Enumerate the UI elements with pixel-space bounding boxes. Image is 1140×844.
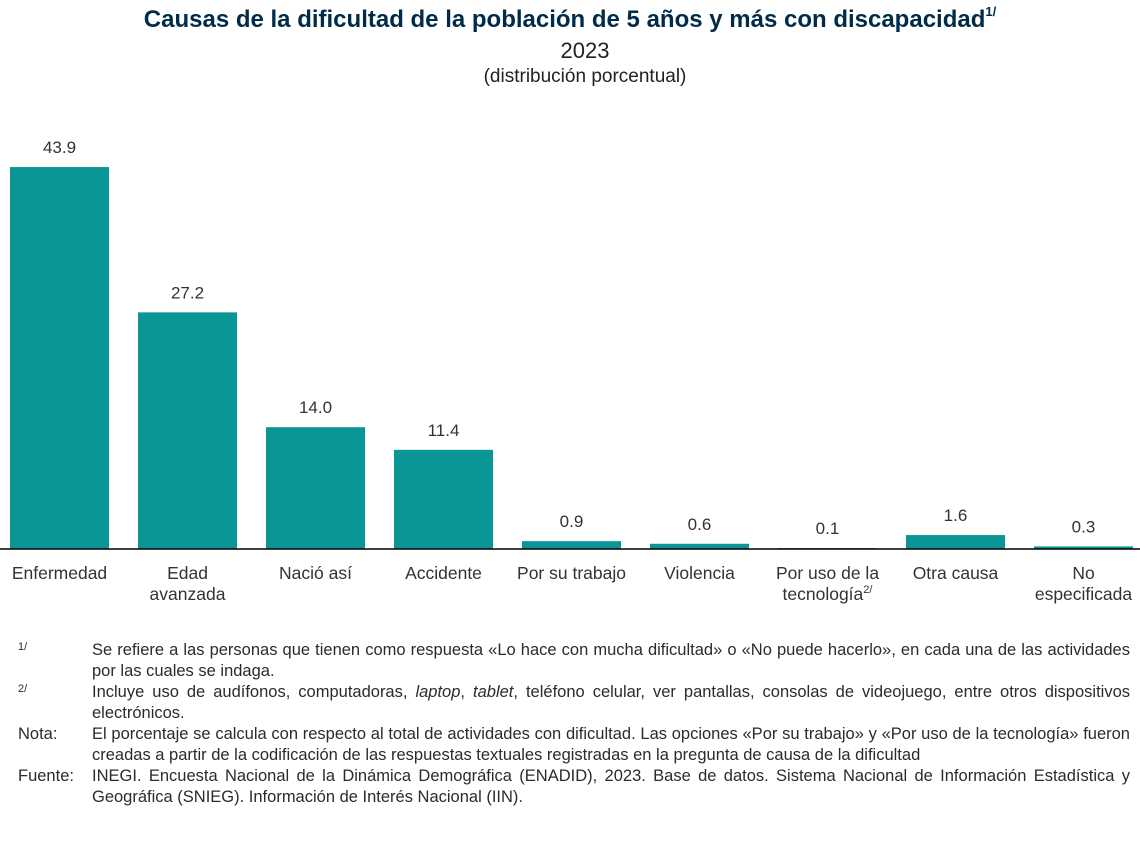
category-label-9: No especificada [1035,563,1133,604]
category-label-4: Accidente [405,563,482,583]
footnotes: 1/ Se refiere a las personas que tienen … [18,640,1130,808]
chart-subtitle: (distribución porcentual) [483,66,687,87]
category-label-3: Nació así [279,563,352,583]
footnote-2-text-a: Incluye uso de audífonos, computadoras, [92,683,416,701]
title-note-ref: 1/ [985,4,997,19]
note-mark: Nota: [18,725,58,743]
footnote-2-italic-a: laptop [415,683,461,701]
source-mark: Fuente: [18,767,74,785]
chart-title-text: Causas de la dificultad de la población … [143,6,986,33]
footnote-1-mark: 1/ [18,641,28,653]
bar-3 [266,427,365,549]
category-label-5: Por su trabajo [517,563,626,583]
value-label-8: 1.6 [944,506,968,525]
category-label-7: Por uso de la tecnología2/ [776,563,879,604]
chart-year: 2023 [560,38,610,63]
bar-6 [650,543,749,549]
value-label-4: 11.4 [428,421,460,440]
bar-4 [394,449,493,549]
bar-5 [522,541,621,549]
note-text: El porcentaje se calcula con respecto al… [92,725,1130,764]
footnote-2-text-b: , teléfono celular, ver pantallas, conso… [92,683,1130,722]
footnote-1-text: Se refiere a las personas que tienen com… [92,641,1130,680]
category-label-2: Edad avanzada [150,563,226,604]
note: Nota: El porcentaje se calcula con respe… [18,724,1130,766]
value-label-7: 0.1 [816,519,840,538]
value-label-2: 27.2 [171,283,204,302]
footnote-2-sep: , [460,683,474,701]
bar-chart: 43.9 Enfermedad 27.2 Edad avanzada 14.0 Nació … [0,138,1140,604]
value-label-9: 0.3 [1072,517,1096,536]
chart-title: Causas de la dificultad de la población … [0,4,1140,34]
source-text: INEGI. Encuesta Nacional de la Dinámica … [92,767,1130,806]
footnote-2: 2/ Incluye uso de audífonos, computadora… [18,682,1130,724]
category-label-8: Otra causa [913,563,999,583]
value-label-3: 14.0 [299,398,332,417]
footnote-1: 1/ Se refiere a las personas que tienen … [18,640,1130,682]
footnote-2-italic-b: tablet [473,683,514,701]
category-label-6: Violencia [664,563,735,583]
value-label-1: 43.9 [43,138,76,157]
bar-9 [1034,546,1133,549]
category-label-1: Enfermedad [12,563,107,583]
value-label-5: 0.9 [560,512,584,531]
footnote-2-mark: 2/ [18,683,28,695]
footnote-2-text: Incluye uso de audífonos, computadoras, … [92,682,1130,724]
source: Fuente: INEGI. Encuesta Nacional de la D… [18,766,1130,808]
value-label-6: 0.6 [688,515,712,534]
bar-2 [138,312,237,549]
bar-1 [10,167,109,549]
bar-8 [906,535,1005,549]
